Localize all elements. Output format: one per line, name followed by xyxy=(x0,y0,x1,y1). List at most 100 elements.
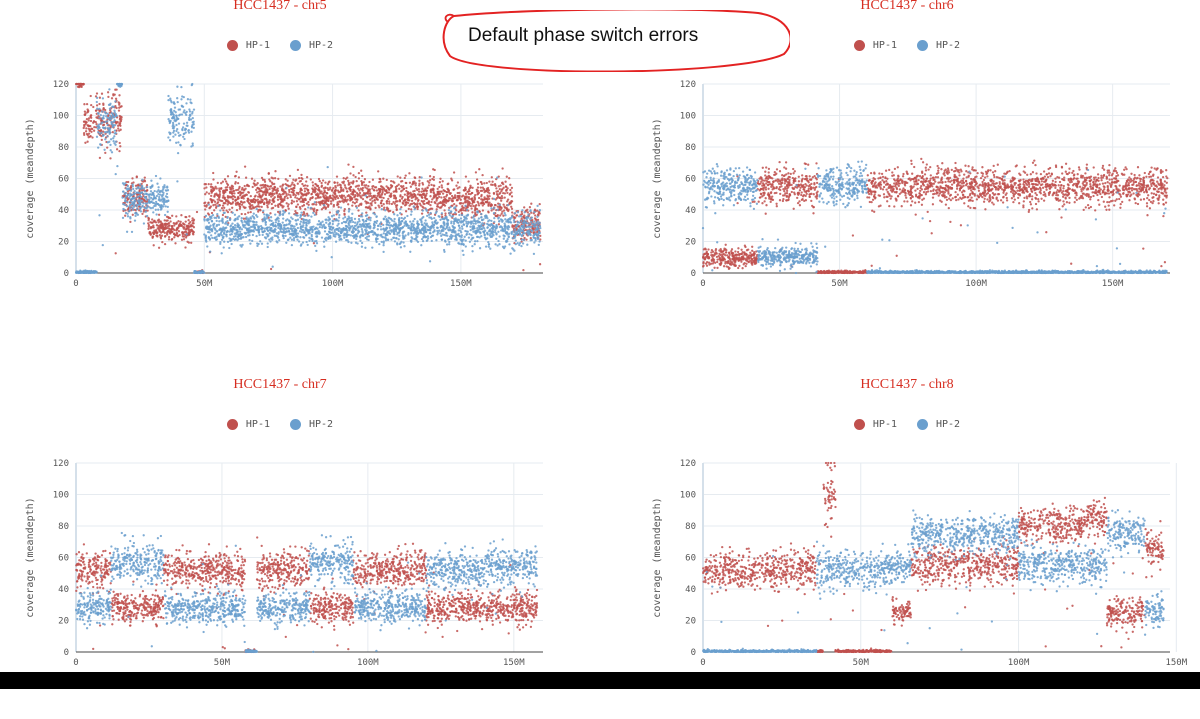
point xyxy=(361,215,363,217)
point xyxy=(431,198,433,200)
point xyxy=(98,116,100,118)
point xyxy=(296,239,298,241)
point xyxy=(506,176,508,178)
point xyxy=(499,204,501,206)
point xyxy=(367,207,369,209)
point xyxy=(449,197,451,199)
point xyxy=(445,232,447,234)
point xyxy=(153,230,155,232)
point xyxy=(359,203,361,205)
point xyxy=(279,185,281,187)
point xyxy=(534,214,536,216)
point xyxy=(230,190,232,192)
point xyxy=(219,209,221,211)
point xyxy=(96,97,98,99)
point xyxy=(355,233,357,235)
point xyxy=(498,235,500,237)
point xyxy=(318,220,320,222)
point xyxy=(114,129,116,131)
point xyxy=(329,196,331,198)
point xyxy=(418,231,420,233)
point xyxy=(102,97,104,99)
point xyxy=(401,220,403,222)
point xyxy=(229,240,231,242)
point xyxy=(314,201,316,203)
point xyxy=(218,197,220,199)
point xyxy=(412,190,414,192)
point xyxy=(377,238,379,240)
point xyxy=(221,252,223,254)
point xyxy=(329,237,331,239)
point xyxy=(305,225,307,227)
point xyxy=(86,103,88,105)
point xyxy=(399,177,401,179)
point xyxy=(175,124,177,126)
point xyxy=(90,131,92,133)
point xyxy=(373,226,375,228)
point xyxy=(222,214,224,216)
point xyxy=(531,223,533,225)
point xyxy=(224,178,226,180)
point xyxy=(352,174,354,176)
point xyxy=(343,180,345,182)
point xyxy=(510,206,512,208)
point xyxy=(486,227,488,229)
point xyxy=(296,197,298,199)
point xyxy=(265,194,267,196)
point xyxy=(263,216,265,218)
point xyxy=(427,187,429,189)
point xyxy=(478,197,480,199)
point xyxy=(282,210,284,212)
point xyxy=(248,234,250,236)
point xyxy=(117,127,119,129)
point xyxy=(192,233,194,235)
point xyxy=(414,176,416,178)
point xyxy=(344,184,346,186)
point xyxy=(449,206,451,208)
point xyxy=(446,243,448,245)
point xyxy=(469,187,471,189)
point xyxy=(205,227,207,229)
point xyxy=(174,242,176,244)
point xyxy=(393,191,395,193)
point xyxy=(330,203,332,205)
point xyxy=(111,151,113,153)
point xyxy=(354,222,356,224)
point xyxy=(332,220,334,222)
point xyxy=(115,252,117,254)
point xyxy=(297,219,299,221)
point xyxy=(486,201,488,203)
point xyxy=(401,217,403,219)
point xyxy=(118,150,120,152)
point xyxy=(441,186,443,188)
point xyxy=(443,224,445,226)
point xyxy=(271,193,273,195)
point xyxy=(480,198,482,200)
point xyxy=(372,212,374,214)
point xyxy=(310,193,312,195)
point xyxy=(310,178,312,180)
point xyxy=(208,213,210,215)
point xyxy=(134,219,136,221)
point xyxy=(380,225,382,227)
point xyxy=(371,204,373,206)
point xyxy=(304,208,306,210)
point xyxy=(530,226,532,228)
point xyxy=(120,118,122,120)
point xyxy=(461,214,463,216)
point xyxy=(344,198,346,200)
point xyxy=(336,229,338,231)
point xyxy=(220,228,222,230)
point xyxy=(475,204,477,206)
point xyxy=(359,192,361,194)
point xyxy=(243,189,245,191)
point xyxy=(445,199,447,201)
point xyxy=(375,241,377,243)
point xyxy=(303,215,305,217)
point xyxy=(471,203,473,205)
point xyxy=(450,210,452,212)
point xyxy=(439,232,441,234)
point xyxy=(314,186,316,188)
point xyxy=(308,219,310,221)
point xyxy=(480,202,482,204)
